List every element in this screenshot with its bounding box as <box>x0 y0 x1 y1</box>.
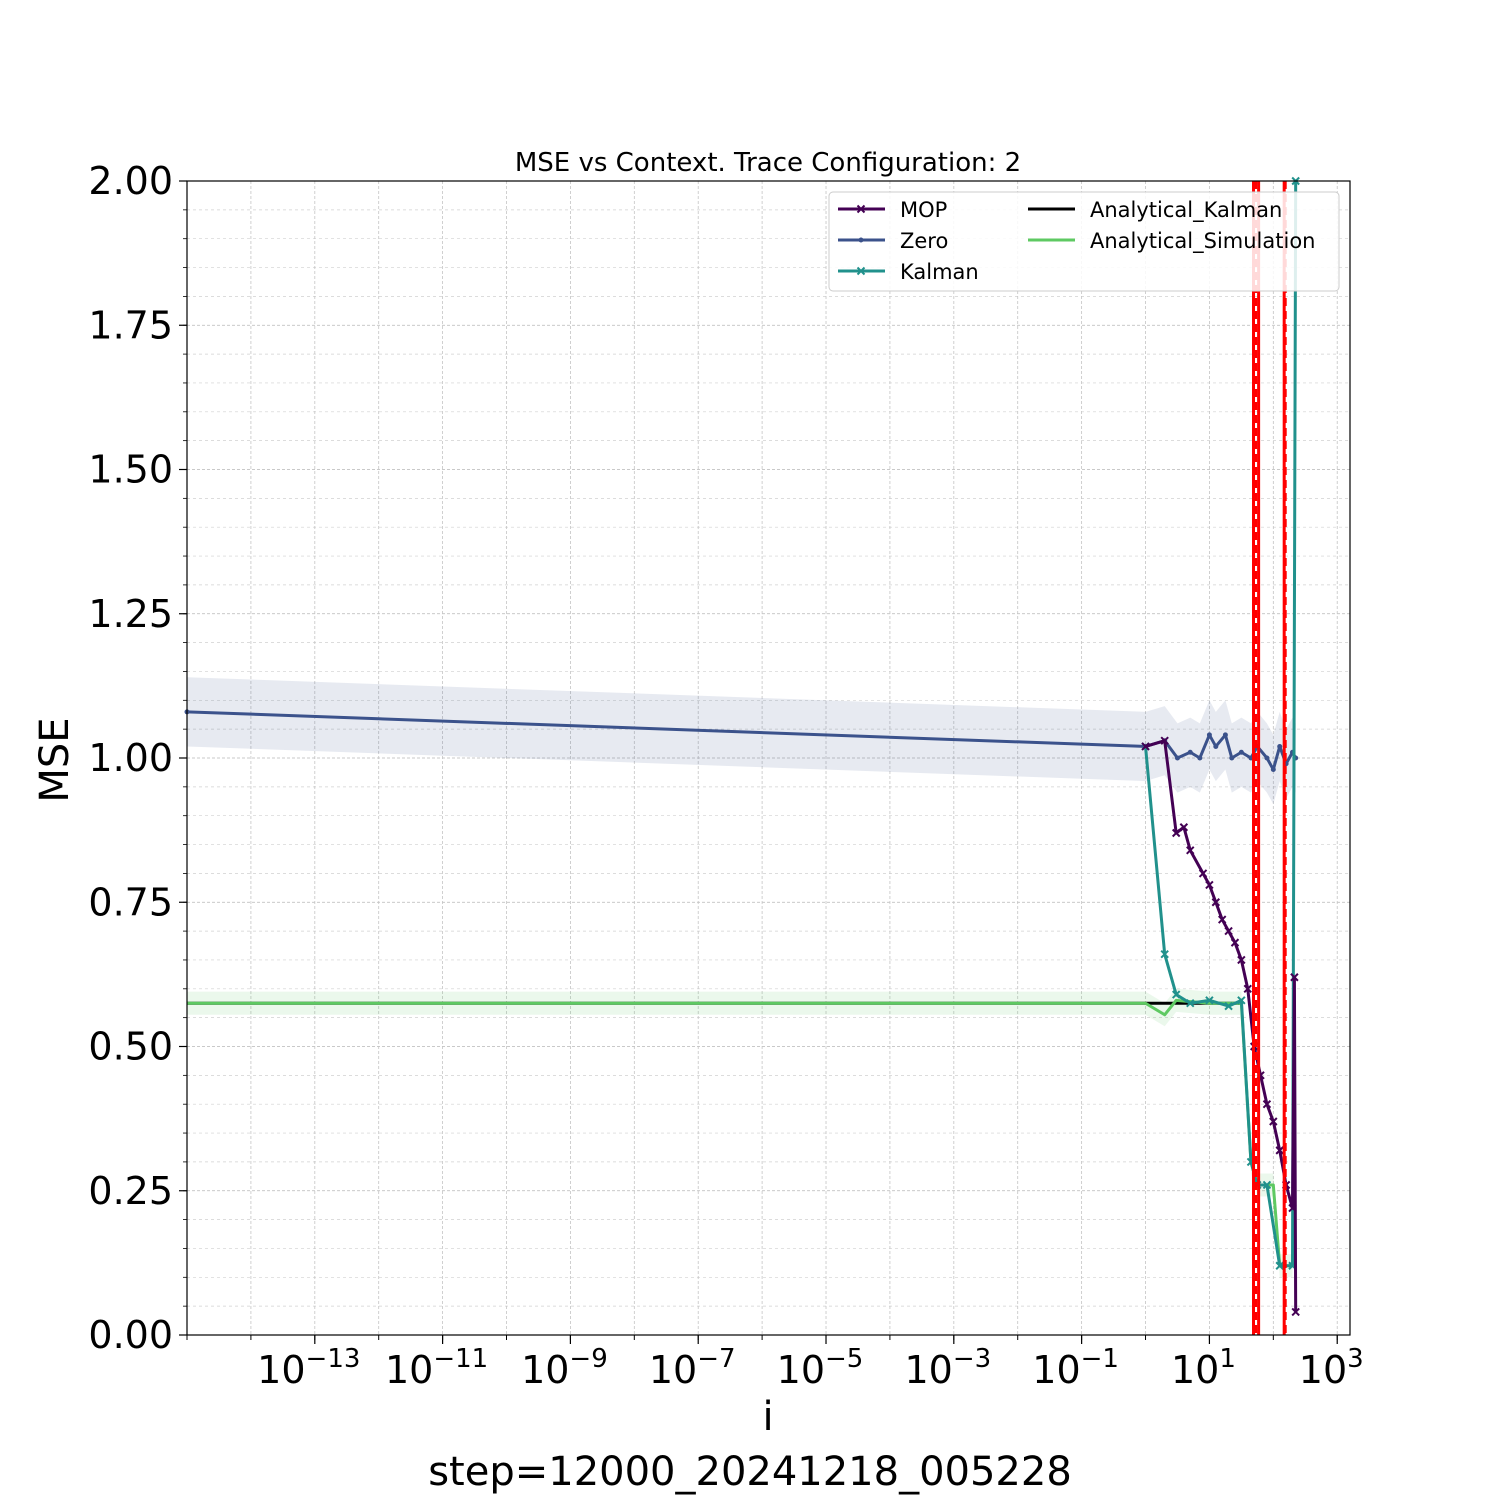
y-tick-label: 0.75 <box>88 880 173 924</box>
x-tick-label: 10−11 <box>385 1344 488 1392</box>
point-mop <box>1171 828 1181 838</box>
point-zero <box>1197 755 1203 761</box>
point-zero <box>1206 732 1212 738</box>
legend: MOP Zero Kalman Analytical_Kalman Analytical… <box>828 191 1340 292</box>
chart-title: MSE vs Context. Trace Configuration: 2 <box>515 148 1021 178</box>
x-tick-label: 10−7 <box>649 1344 736 1392</box>
point-zero <box>1174 755 1180 761</box>
legend-label-kalman: Kalman <box>900 260 979 284</box>
legend-marker-icon <box>856 204 866 214</box>
point-mop <box>1224 926 1233 936</box>
x-tick-label: 10−5 <box>777 1344 864 1392</box>
point-mop <box>1275 1146 1284 1155</box>
point-kalman <box>1186 999 1195 1008</box>
x-tick-label: 101 <box>1171 1344 1236 1392</box>
point-zero <box>1264 755 1270 761</box>
y-tick-label: 0.00 <box>88 1313 173 1357</box>
point-mop <box>1186 846 1195 855</box>
point-mop <box>1230 938 1240 947</box>
y-tick-label: 1.00 <box>88 736 173 780</box>
point-mop <box>1288 1203 1297 1213</box>
point-kalman <box>1205 996 1214 1005</box>
point-zero <box>1277 743 1283 749</box>
series-lines <box>184 176 1300 1317</box>
band-zero <box>187 677 1296 805</box>
point-mop <box>1141 742 1150 751</box>
y-tick-label: 0.25 <box>88 1169 173 1213</box>
point-mop <box>1290 973 1299 982</box>
point-mop <box>1160 736 1169 745</box>
legend-label-mop: MOP <box>900 198 947 222</box>
point-zero <box>1187 749 1193 755</box>
legend-box <box>828 191 1340 292</box>
confidence-bands <box>187 677 1296 1278</box>
x-axis-label: i <box>762 1394 773 1440</box>
point-mop <box>1269 1117 1278 1126</box>
y-tick-label: 1.25 <box>88 592 173 636</box>
legend-label-analytical_simulation: Analytical_Simulation <box>1090 229 1315 254</box>
x-tick-label: 10−1 <box>1032 1344 1119 1392</box>
legend-label-zero: Zero <box>900 229 948 253</box>
point-mop <box>1198 869 1208 878</box>
point-zero <box>1222 732 1228 738</box>
legend-marker-icon <box>858 237 864 243</box>
minor-grid <box>187 209 1350 1307</box>
y-tick-label: 1.50 <box>88 448 173 492</box>
point-kalman <box>1224 1001 1233 1011</box>
point-kalman <box>1262 1180 1272 1190</box>
y-tick-label: 1.75 <box>88 303 173 347</box>
y-tick-label: 2.00 <box>88 159 173 203</box>
plot-area <box>184 176 1351 1336</box>
point-mop <box>1291 1307 1300 1317</box>
y-axis-label: MSE <box>32 717 78 802</box>
y-axis-ticks: 0.00 0.25 0.50 0.75 1.00 1.25 1.50 1.75 2.00 <box>88 159 187 1357</box>
point-kalman <box>1237 996 1246 1005</box>
point-kalman <box>1171 990 1181 999</box>
point-kalman <box>1160 949 1169 959</box>
point-zero <box>1229 755 1235 761</box>
point-zero <box>1270 767 1276 773</box>
point-mop <box>1211 898 1221 907</box>
point-mop <box>1237 955 1246 965</box>
x-tick-label: 10−9 <box>521 1344 608 1392</box>
point-mop <box>1217 915 1227 924</box>
point-mop <box>1243 984 1252 994</box>
point-mop <box>1179 823 1189 832</box>
footer-label: step=12000_20241218_005228 <box>428 1449 1072 1495</box>
point-mop <box>1262 1099 1272 1109</box>
vertical-markers <box>1252 181 1287 1335</box>
point-mop <box>1205 880 1214 890</box>
x-tick-label: 10−13 <box>257 1344 360 1392</box>
x-tick-label: 10−3 <box>904 1344 991 1392</box>
legend-marker-icon <box>856 266 866 276</box>
point-zero <box>1238 749 1244 755</box>
legend-label-analytical_kalman: Analytical_Kalman <box>1090 198 1282 223</box>
x-tick-label: 103 <box>1299 1344 1364 1392</box>
x-axis-ticks: 10−13 10−11 10−9 10−7 10−5 10−3 10−1 101 103 <box>186 1335 1364 1392</box>
point-kalman <box>1275 1261 1284 1270</box>
y-tick-label: 0.50 <box>88 1025 173 1069</box>
point-zero <box>1213 743 1219 749</box>
